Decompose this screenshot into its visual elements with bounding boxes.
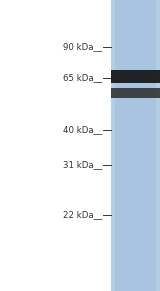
- Bar: [111, 70, 160, 83]
- Bar: [111, 88, 160, 98]
- Text: 40 kDa__: 40 kDa__: [63, 125, 102, 134]
- Bar: [111, 0, 115, 291]
- Text: 22 kDa__: 22 kDa__: [63, 210, 102, 219]
- Text: 31 kDa__: 31 kDa__: [63, 161, 102, 169]
- Bar: [156, 0, 160, 291]
- Text: 65 kDa__: 65 kDa__: [63, 74, 102, 83]
- Text: 90 kDa__: 90 kDa__: [63, 42, 102, 52]
- Bar: [111, 0, 160, 291]
